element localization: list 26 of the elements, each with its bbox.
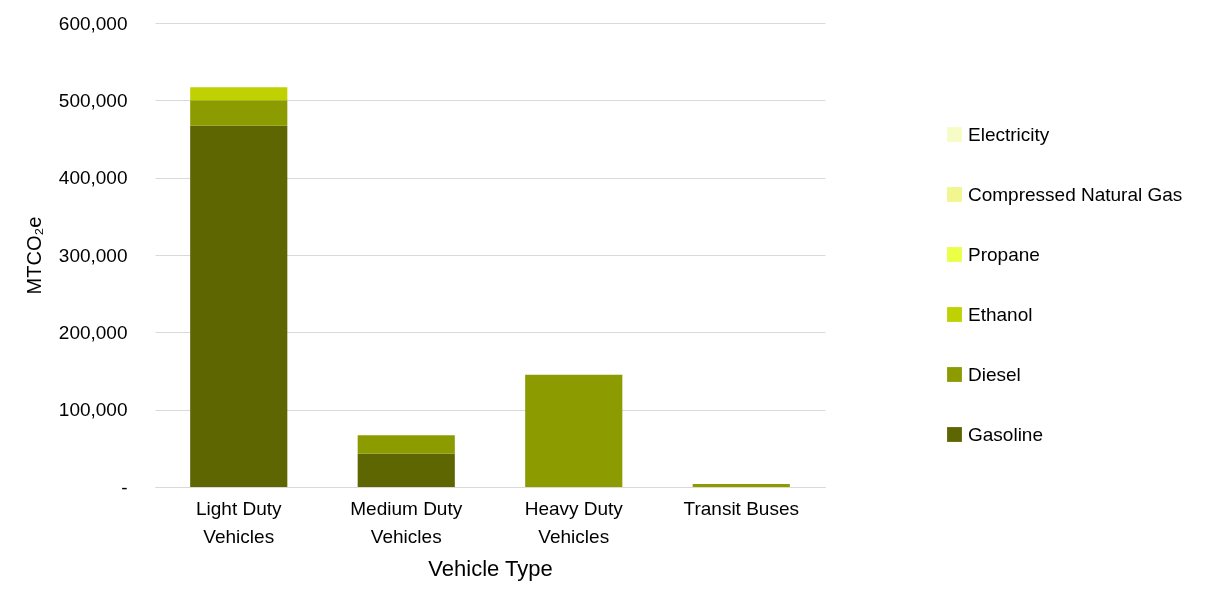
y-tick-label: 300,000	[58, 244, 128, 266]
legend-label: Compressed Natural Gas	[968, 183, 1183, 205]
y-tick-label: 100,000	[58, 399, 128, 421]
x-tick-label: Heavy Duty Vehicles	[524, 497, 624, 547]
bar	[190, 125, 288, 487]
legend-label: Propane	[968, 243, 1040, 265]
bar	[525, 374, 623, 487]
y-tick-label: 500,000	[58, 89, 128, 111]
bar	[692, 483, 790, 487]
bar	[190, 87, 288, 101]
x-tick-label: Transit Buses	[683, 497, 799, 519]
legend-label: Diesel	[968, 363, 1021, 385]
bar	[357, 435, 455, 454]
y-tick-label: 600,000	[58, 12, 128, 34]
y-axis-title: MTCO₂e	[22, 216, 45, 295]
bar	[357, 453, 455, 487]
bar	[190, 100, 288, 126]
y-tick-label: -	[121, 476, 128, 498]
y-tick-label: 400,000	[58, 167, 128, 189]
legend-label: Gasoline	[968, 423, 1043, 445]
x-axis-title: Vehicle Type	[428, 555, 553, 581]
x-tick-label: Light Duty Vehicles	[195, 497, 283, 547]
legend-label: Electricity	[968, 123, 1050, 145]
legend-label: Ethanol	[968, 303, 1033, 325]
y-tick-label: 200,000	[58, 321, 128, 343]
x-tick-label: Medium Duty Vehicles	[350, 497, 463, 547]
